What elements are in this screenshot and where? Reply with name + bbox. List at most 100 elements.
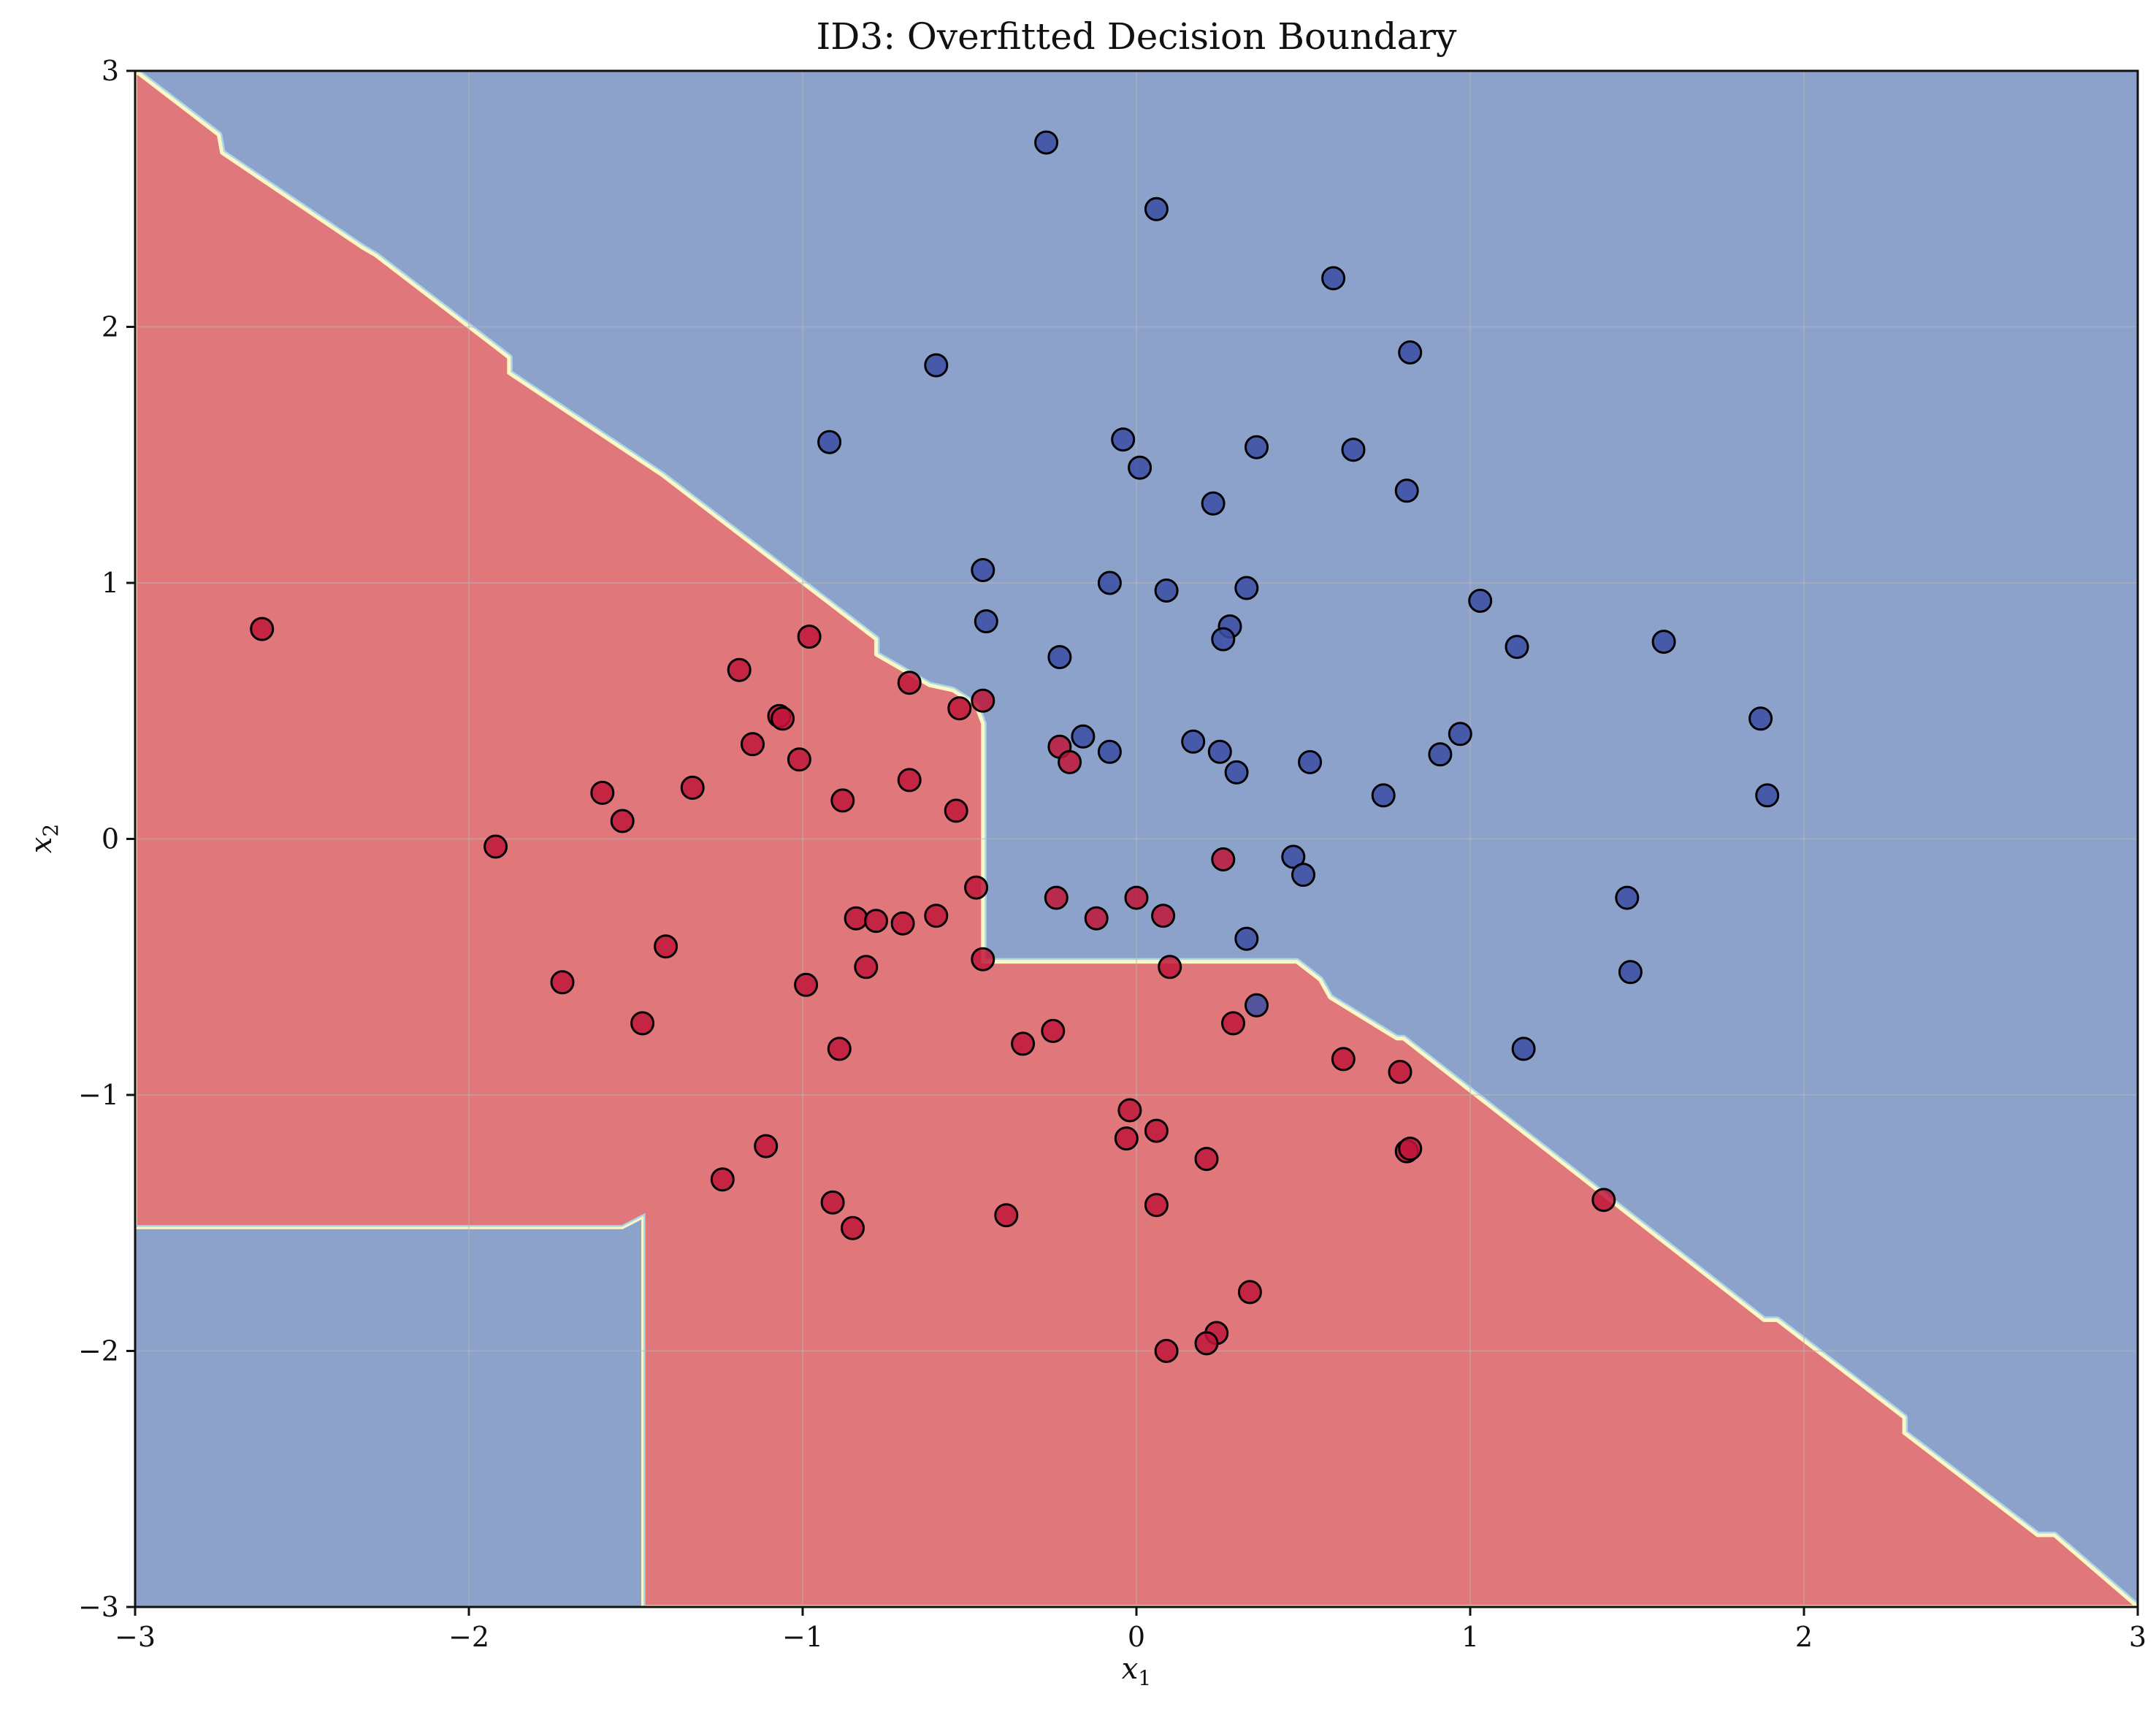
red-point	[897, 768, 922, 793]
red-point	[1591, 1188, 1616, 1213]
blue-point	[1097, 570, 1122, 595]
red-point	[897, 671, 922, 695]
red-point	[820, 1190, 845, 1215]
blue-point	[1207, 739, 1232, 764]
red-point	[1158, 955, 1182, 980]
chart-title: ID3: Overfitted Decision Boundary	[817, 15, 1458, 58]
red-point	[654, 934, 678, 959]
x-tick-label: 2	[1795, 1621, 1813, 1653]
red-point	[854, 955, 879, 980]
blue-point	[1298, 749, 1323, 774]
red-point	[1211, 847, 1236, 871]
red-point	[1398, 1137, 1423, 1161]
blue-point	[1468, 589, 1493, 613]
y-tick-label: 3	[102, 55, 119, 87]
red-point	[1144, 1193, 1169, 1218]
y-tick-label: 0	[102, 823, 119, 855]
red-point	[841, 1215, 865, 1240]
red-point	[994, 1203, 1019, 1228]
red-point	[630, 1011, 655, 1036]
x-axis-ticks: −3 −2 −1 0 1 2 3	[115, 1607, 2147, 1653]
blue-point	[1651, 630, 1676, 654]
y-axis-ticks: −3 −2 −1 0 1 2 3	[78, 55, 135, 1623]
red-point	[590, 780, 615, 805]
red-point	[944, 798, 968, 823]
red-point	[1144, 1118, 1169, 1143]
blue-point	[1398, 340, 1423, 364]
red-point	[1114, 1126, 1139, 1151]
blue-point	[1448, 722, 1472, 747]
data-points	[250, 130, 1780, 1363]
red-point	[830, 788, 855, 813]
y-axis-label: x2	[25, 824, 63, 853]
red-point	[1117, 1098, 1142, 1123]
red-point	[680, 775, 705, 800]
blue-point	[1394, 478, 1419, 503]
x-tick-label: −2	[448, 1621, 489, 1653]
blue-point	[1211, 627, 1236, 652]
red-point	[1084, 906, 1109, 931]
red-point	[771, 706, 795, 731]
blue-point	[1097, 739, 1122, 764]
blue-point	[1341, 438, 1366, 462]
y-tick-label: −3	[78, 1591, 119, 1623]
red-point	[864, 909, 888, 934]
y-tick-label: 1	[102, 567, 119, 599]
red-point	[710, 1167, 735, 1192]
blue-point	[1154, 579, 1179, 603]
red-point	[250, 616, 275, 641]
blue-point	[1111, 427, 1136, 452]
red-point	[1331, 1047, 1356, 1072]
x-tick-label: 1	[1461, 1621, 1479, 1653]
red-point	[947, 696, 972, 721]
blue-point	[1201, 491, 1226, 516]
blue-point	[1128, 455, 1152, 480]
y-tick-label: −1	[78, 1079, 119, 1111]
red-point	[483, 834, 508, 859]
blue-point	[1224, 760, 1249, 784]
blue-point	[1281, 844, 1306, 869]
red-point	[787, 747, 811, 772]
blue-point	[1371, 783, 1396, 808]
red-point	[971, 947, 995, 971]
y-tick-label: 2	[102, 311, 119, 343]
red-point	[924, 904, 949, 928]
red-point	[1237, 1280, 1262, 1305]
blue-point	[1071, 724, 1096, 749]
blue-point	[1245, 993, 1269, 1018]
red-point	[754, 1134, 779, 1158]
red-point	[844, 906, 868, 931]
blue-point	[1428, 742, 1453, 767]
blue-point	[974, 609, 998, 634]
blue-point	[1234, 576, 1259, 600]
blue-point	[817, 430, 842, 454]
y-tick-label: −2	[78, 1335, 119, 1367]
red-point	[1151, 904, 1176, 928]
red-point	[1041, 1018, 1066, 1043]
plot-area	[135, 71, 2138, 1607]
red-point	[890, 911, 915, 936]
red-point	[1194, 1331, 1219, 1356]
red-point	[550, 970, 575, 995]
blue-point	[1047, 645, 1072, 670]
blue-region-lower-left	[135, 1215, 644, 1607]
red-point	[1221, 1011, 1245, 1036]
blue-point	[1144, 196, 1169, 221]
blue-point	[924, 353, 949, 378]
red-point	[964, 875, 989, 900]
red-point	[1388, 1060, 1413, 1084]
blue-point	[1034, 130, 1059, 155]
blue-point	[1291, 863, 1315, 887]
blue-point	[1234, 926, 1259, 951]
blue-point	[1511, 1036, 1536, 1061]
red-point	[610, 809, 635, 833]
blue-point	[1615, 885, 1640, 910]
red-point	[794, 972, 819, 997]
x-tick-label: 3	[2129, 1621, 2147, 1653]
blue-point	[1321, 266, 1346, 291]
x-tick-label: 0	[1128, 1621, 1145, 1653]
blue-point	[1748, 706, 1773, 731]
red-point	[727, 657, 752, 682]
red-point	[797, 625, 822, 649]
red-point	[1044, 885, 1069, 910]
